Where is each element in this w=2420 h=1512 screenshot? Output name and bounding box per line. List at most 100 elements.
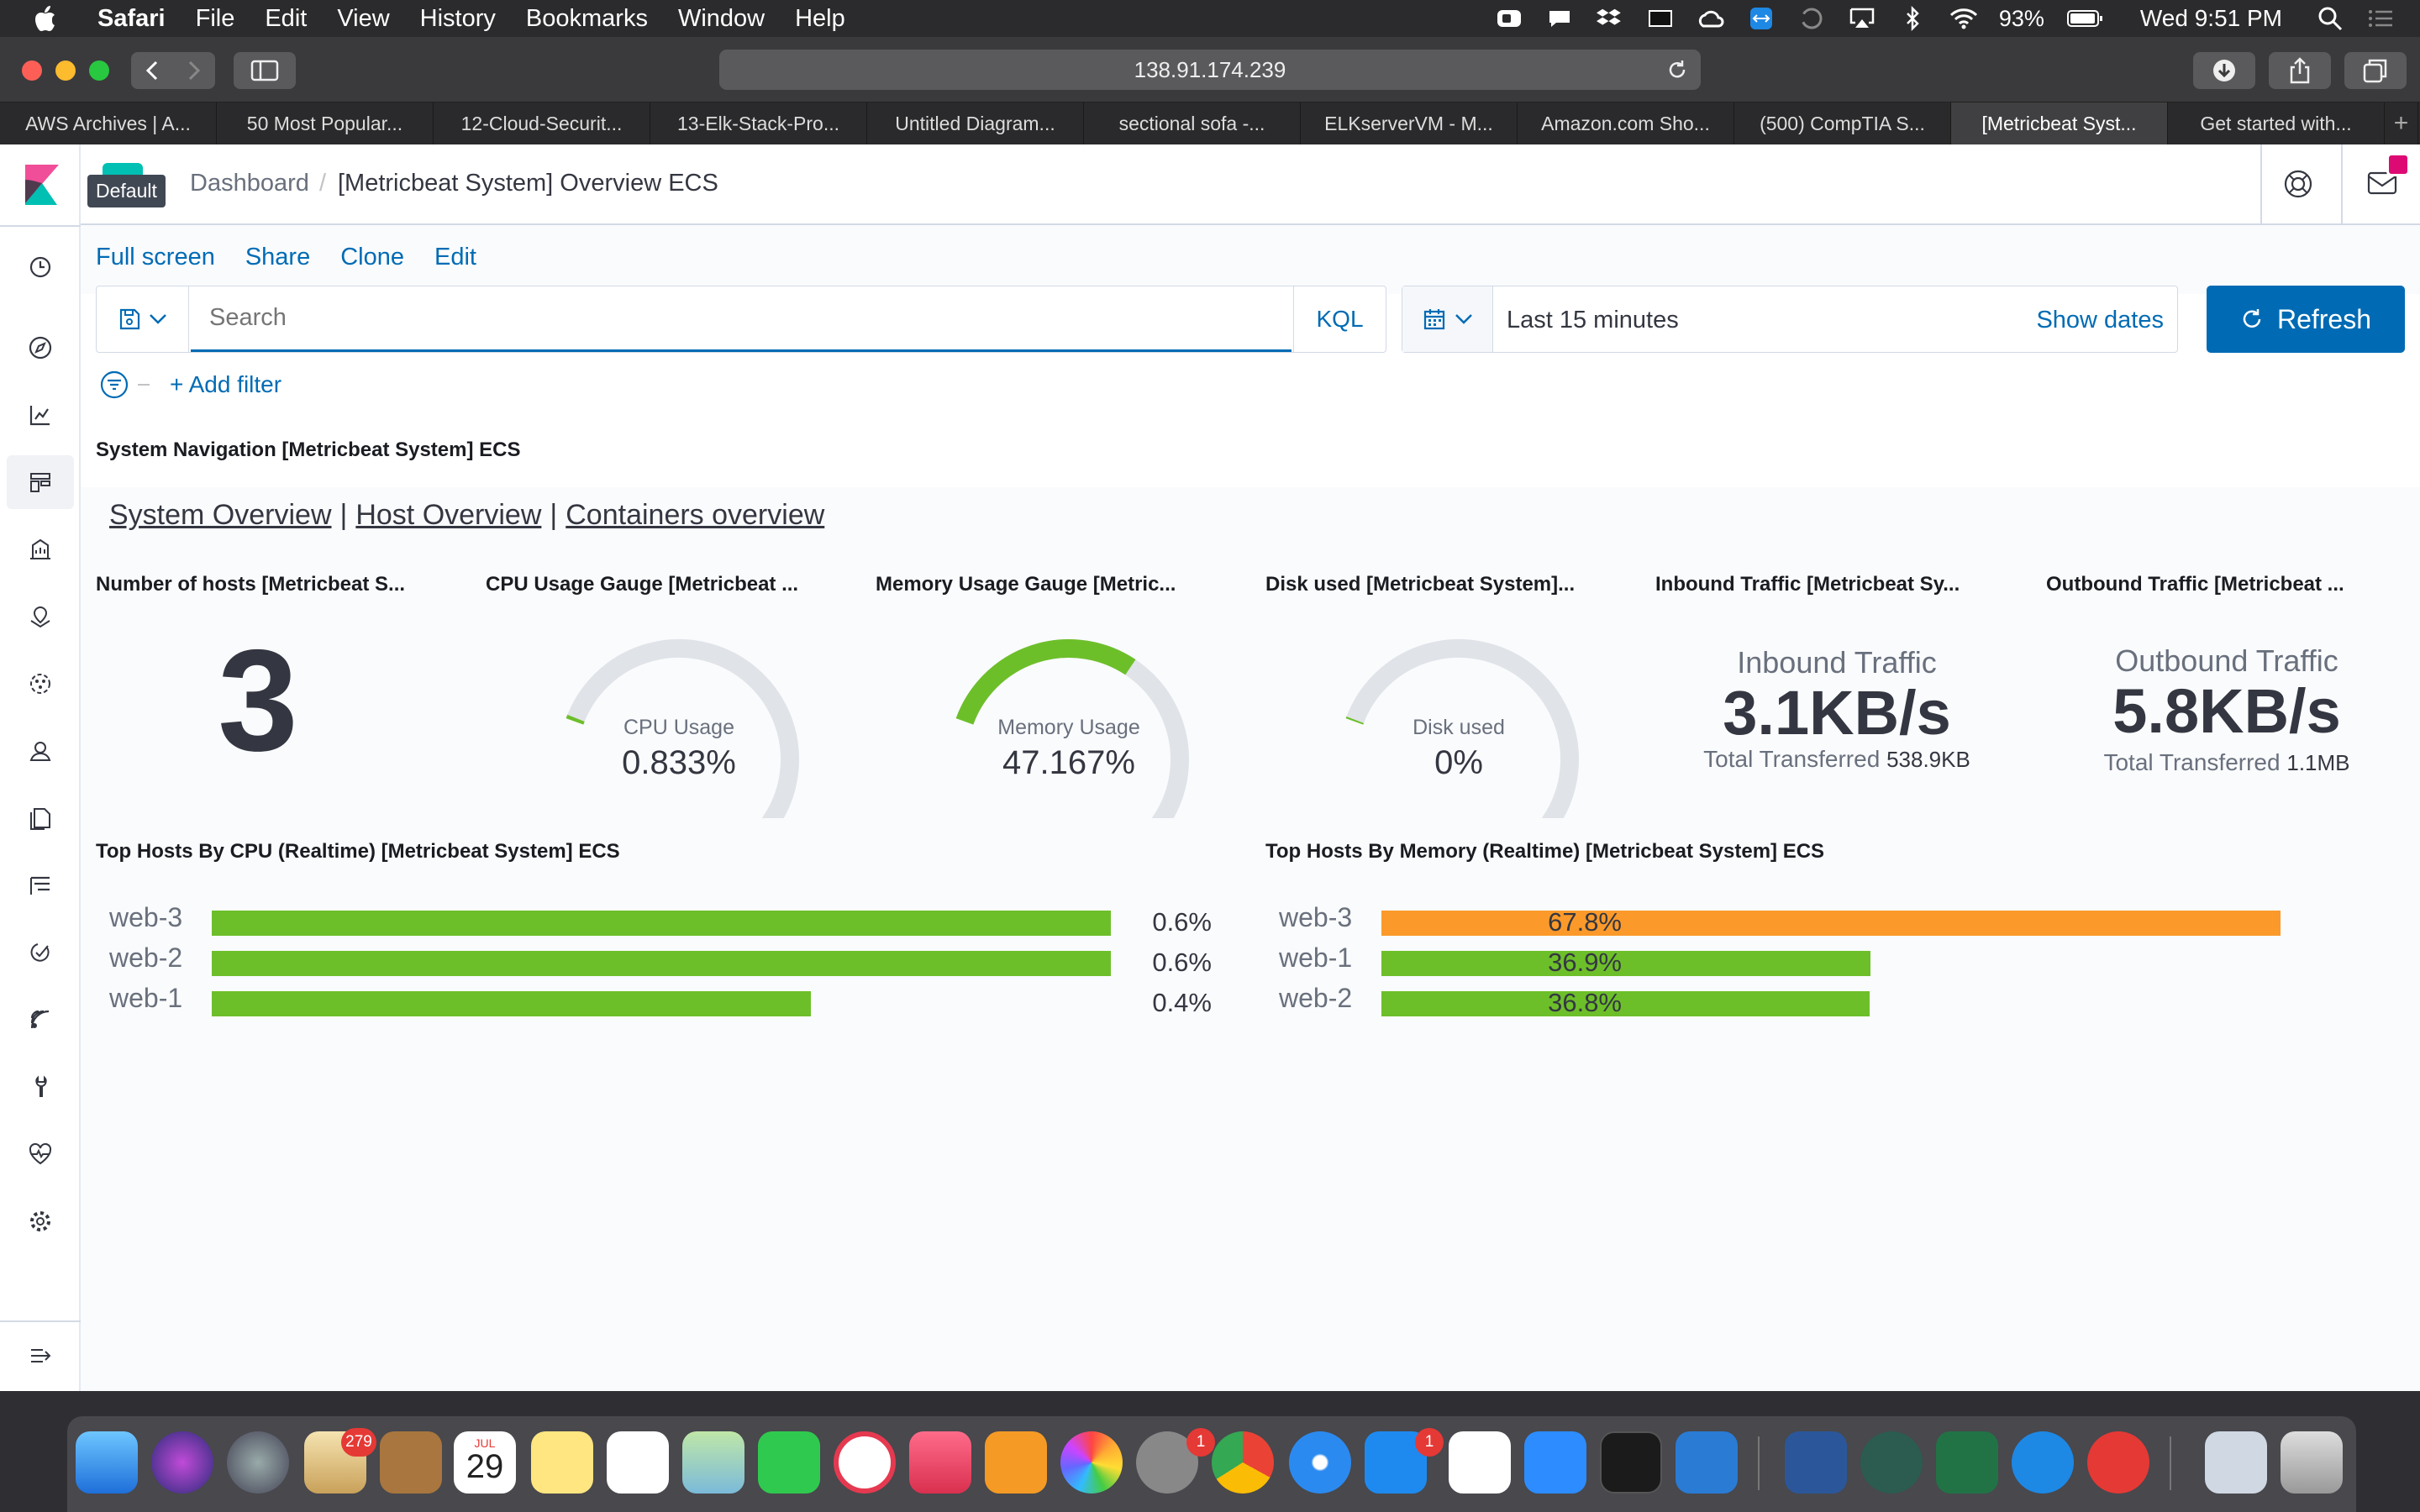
host-bar[interactable] — [1381, 951, 1870, 976]
query-language-button[interactable]: KQL — [1293, 286, 1386, 352]
launchpad-icon[interactable] — [227, 1431, 289, 1494]
breadcrumb-root[interactable]: Dashboard — [190, 170, 309, 197]
contacts-icon[interactable] — [380, 1431, 442, 1494]
host-overview-link[interactable]: Host Overview — [355, 499, 542, 531]
zoom-tray-icon[interactable] — [1495, 7, 1523, 30]
wifi-tray-icon[interactable] — [1949, 7, 1977, 30]
clone-link[interactable]: Clone — [340, 244, 404, 270]
excel-icon[interactable] — [1936, 1431, 1998, 1494]
creative-cloud-tray-icon[interactable] — [1697, 7, 1725, 30]
close-window-button[interactable] — [22, 60, 42, 81]
trash-icon[interactable] — [2281, 1431, 2343, 1494]
maps-icon[interactable] — [24, 600, 57, 633]
menu-edit[interactable]: Edit — [265, 4, 308, 32]
newsfeed-mail-icon[interactable] — [2366, 170, 2398, 198]
help-icon[interactable] — [2282, 168, 2314, 200]
minimize-window-button[interactable] — [55, 60, 76, 81]
refresh-button[interactable]: Refresh — [2207, 286, 2405, 353]
airplay-tray-icon[interactable] — [1848, 7, 1876, 30]
sync-tray-icon[interactable] — [1797, 7, 1826, 30]
safari-icon[interactable] — [1289, 1431, 1351, 1494]
add-filter-link[interactable]: + Add filter — [170, 371, 282, 397]
browser-tab[interactable]: AWS Archives | A... — [0, 102, 217, 144]
menubar-clock[interactable]: Wed 9:51 PM — [2139, 5, 2282, 31]
vscode-icon[interactable] — [1676, 1431, 1738, 1494]
new-tab-button[interactable]: + — [2385, 102, 2418, 144]
battery-icon[interactable] — [2066, 7, 2105, 30]
share-link[interactable]: Share — [245, 244, 311, 270]
siem-icon[interactable] — [24, 1003, 57, 1037]
edit-link[interactable]: Edit — [434, 244, 476, 270]
filter-menu-icon[interactable] — [99, 370, 129, 400]
infrastructure-icon[interactable] — [24, 734, 57, 768]
address-bar[interactable]: 138.91.174.239 — [719, 50, 1701, 90]
saved-queries-button[interactable] — [97, 286, 189, 352]
kibana-logo-icon[interactable] — [25, 165, 59, 205]
browser-tab[interactable]: 50 Most Popular... — [217, 102, 434, 144]
finder-icon[interactable] — [76, 1431, 138, 1494]
reminders-icon[interactable] — [607, 1431, 669, 1494]
photos-icon[interactable] — [1060, 1431, 1123, 1494]
host-bar[interactable] — [212, 991, 811, 1016]
browser-tab[interactable]: Amazon.com Sho... — [1518, 102, 1734, 144]
browser-tab[interactable]: 12-Cloud-Securit... — [434, 102, 650, 144]
browser-tab[interactable]: ELKserverVM - M... — [1301, 102, 1518, 144]
remote-desktop-icon[interactable] — [2087, 1431, 2149, 1494]
notes-icon[interactable] — [531, 1431, 593, 1494]
system-overview-link[interactable]: System Overview — [109, 499, 332, 531]
full-screen-link[interactable]: Full screen — [96, 244, 215, 270]
stack-monitoring-icon[interactable] — [24, 1137, 57, 1171]
browser-tab[interactable]: (500) CompTIA S... — [1734, 102, 1951, 144]
notification-tray-icon[interactable] — [1545, 7, 1574, 30]
browser-tab[interactable]: Get started with... — [2168, 102, 2385, 144]
discover-icon[interactable] — [24, 331, 57, 365]
host-bar[interactable] — [1381, 911, 2281, 936]
siri-icon[interactable] — [151, 1431, 213, 1494]
slack-icon[interactable] — [1449, 1431, 1511, 1494]
zoom-app-icon[interactable] — [1524, 1431, 1586, 1494]
facetime-icon[interactable] — [758, 1431, 820, 1494]
uptime-icon[interactable] — [24, 936, 57, 969]
share-button[interactable] — [2269, 52, 2331, 89]
zoom-window-button[interactable] — [89, 60, 109, 81]
containers-overview-link[interactable]: Containers overview — [566, 499, 825, 531]
downloads-button[interactable] — [2193, 52, 2255, 89]
back-button[interactable] — [131, 59, 173, 82]
host-bar[interactable] — [1381, 991, 1870, 1016]
search-input[interactable] — [191, 286, 1292, 352]
reload-icon[interactable] — [1665, 58, 1689, 81]
teamviewer-app-icon[interactable] — [2012, 1431, 2074, 1494]
menu-file[interactable]: File — [195, 4, 235, 32]
word-icon[interactable] — [1785, 1431, 1847, 1494]
menu-window[interactable]: Window — [677, 4, 765, 32]
browser-tab-active[interactable]: [Metricbeat Syst... — [1951, 102, 2168, 144]
music-icon[interactable] — [909, 1431, 971, 1494]
books-icon[interactable] — [985, 1431, 1047, 1494]
show-dates-link[interactable]: Show dates — [2036, 307, 2164, 333]
dashboard-icon[interactable] — [24, 465, 57, 499]
browser-tab[interactable]: sectional sofa -... — [1084, 102, 1301, 144]
browser-tab[interactable]: 13-Elk-Stack-Pro... — [650, 102, 867, 144]
tab-overview-button[interactable] — [2344, 52, 2407, 89]
spotlight-search-icon[interactable] — [2316, 7, 2344, 31]
browser-tab[interactable]: Untitled Diagram... — [867, 102, 1084, 144]
menu-app-name[interactable]: Safari — [97, 4, 166, 32]
menu-bookmarks[interactable]: Bookmarks — [525, 4, 648, 32]
news-icon[interactable] — [834, 1431, 896, 1494]
forward-button[interactable] — [173, 59, 215, 82]
apm-icon[interactable] — [24, 869, 57, 902]
quick-select-button[interactable] — [1402, 286, 1493, 352]
apple-icon[interactable] — [34, 4, 72, 33]
menu-help[interactable]: Help — [795, 4, 845, 32]
dev-tools-icon[interactable] — [24, 1070, 57, 1104]
logs-icon[interactable] — [24, 801, 57, 835]
canvas-icon[interactable] — [24, 533, 57, 566]
gitkraken-icon[interactable] — [1860, 1431, 1923, 1494]
notification-center-icon[interactable] — [2366, 7, 2395, 30]
terminal-app-icon[interactable] — [1600, 1431, 1662, 1494]
maps-app-icon[interactable] — [682, 1431, 744, 1494]
menu-history[interactable]: History — [419, 4, 496, 32]
management-gear-icon[interactable] — [24, 1205, 57, 1238]
calendar-icon[interactable]: JUL 29 — [454, 1431, 516, 1494]
dropbox-tray-icon[interactable] — [1596, 7, 1624, 30]
